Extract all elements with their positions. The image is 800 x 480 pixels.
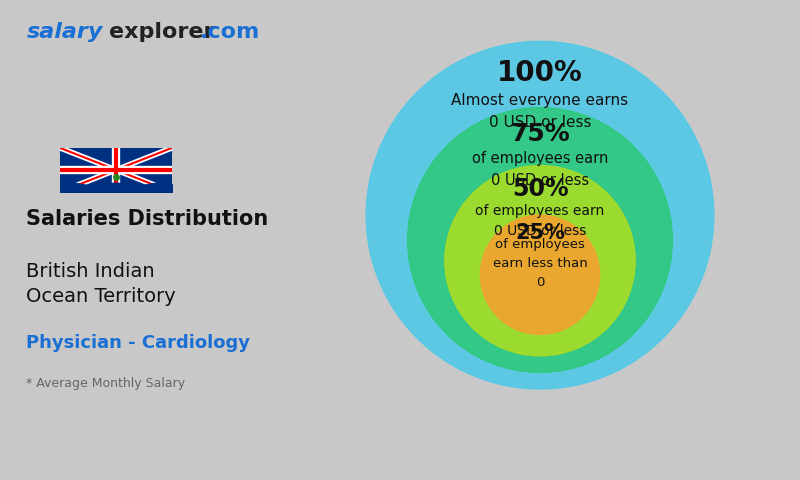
Text: .com: .com xyxy=(199,22,259,42)
Text: 25%: 25% xyxy=(515,223,565,243)
Circle shape xyxy=(407,108,673,372)
Text: Salaries Distribution: Salaries Distribution xyxy=(26,209,269,229)
Text: 100%: 100% xyxy=(497,59,583,87)
Text: * Average Monthly Salary: * Average Monthly Salary xyxy=(26,377,186,390)
Text: Almost everyone earns
0 USD or less: Almost everyone earns 0 USD or less xyxy=(451,93,629,131)
Text: 75%: 75% xyxy=(510,122,570,146)
Text: salary: salary xyxy=(26,22,102,42)
Text: explorer: explorer xyxy=(109,22,214,42)
Text: of employees earn
0 USD or less: of employees earn 0 USD or less xyxy=(472,151,608,188)
Text: Physician - Cardiology: Physician - Cardiology xyxy=(26,334,250,351)
Circle shape xyxy=(445,166,635,356)
Circle shape xyxy=(481,215,599,335)
Text: British Indian
Ocean Territory: British Indian Ocean Territory xyxy=(26,262,176,306)
Circle shape xyxy=(366,41,714,389)
Text: 50%: 50% xyxy=(512,177,568,201)
Text: of employees
earn less than
0: of employees earn less than 0 xyxy=(493,238,587,288)
Text: of employees earn
0 USD or less: of employees earn 0 USD or less xyxy=(475,204,605,238)
